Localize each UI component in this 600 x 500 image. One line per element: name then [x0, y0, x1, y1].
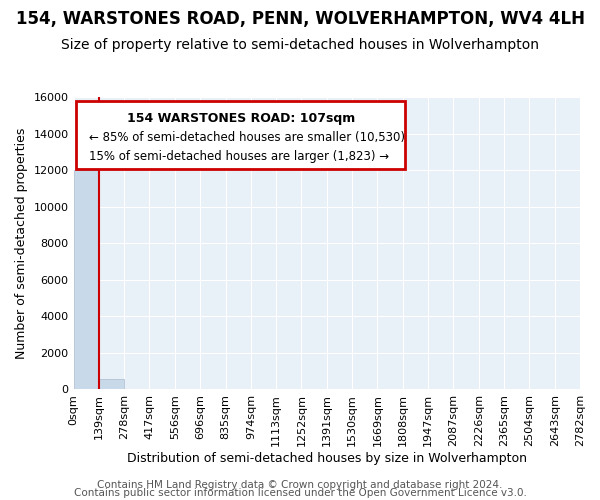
- Bar: [99, 380, 124, 390]
- Bar: [74, 170, 99, 390]
- FancyBboxPatch shape: [76, 102, 405, 168]
- Text: Contains public sector information licensed under the Open Government Licence v3: Contains public sector information licen…: [74, 488, 526, 498]
- Text: 154, WARSTONES ROAD, PENN, WOLVERHAMPTON, WV4 4LH: 154, WARSTONES ROAD, PENN, WOLVERHAMPTON…: [16, 10, 584, 28]
- Text: 154 WARSTONES ROAD: 107sqm: 154 WARSTONES ROAD: 107sqm: [127, 112, 355, 124]
- Text: ← 85% of semi-detached houses are smaller (10,530): ← 85% of semi-detached houses are smalle…: [89, 130, 405, 143]
- X-axis label: Distribution of semi-detached houses by size in Wolverhampton: Distribution of semi-detached houses by …: [127, 452, 527, 465]
- Text: 15% of semi-detached houses are larger (1,823) →: 15% of semi-detached houses are larger (…: [89, 150, 389, 162]
- Text: Contains HM Land Registry data © Crown copyright and database right 2024.: Contains HM Land Registry data © Crown c…: [97, 480, 503, 490]
- Y-axis label: Number of semi-detached properties: Number of semi-detached properties: [15, 128, 28, 359]
- Text: Size of property relative to semi-detached houses in Wolverhampton: Size of property relative to semi-detach…: [61, 38, 539, 52]
